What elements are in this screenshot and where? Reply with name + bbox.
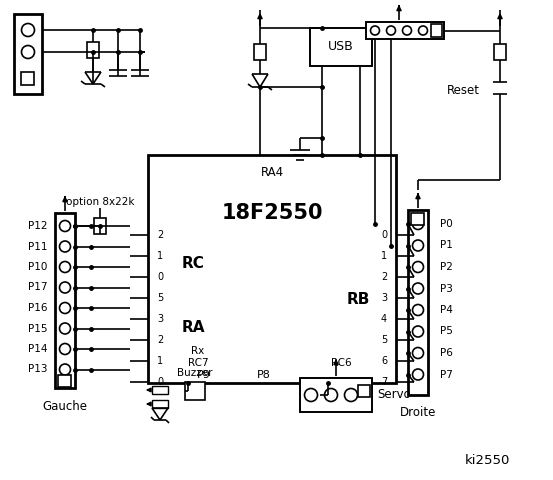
Bar <box>58 375 71 387</box>
Circle shape <box>22 24 34 36</box>
Text: 2: 2 <box>157 230 163 240</box>
Bar <box>87 42 99 58</box>
Circle shape <box>22 46 34 59</box>
Text: 2: 2 <box>381 272 387 282</box>
Circle shape <box>345 388 357 401</box>
Bar <box>254 44 266 60</box>
Text: 7: 7 <box>381 377 387 387</box>
Text: Reset: Reset <box>446 84 479 96</box>
Text: ki2550: ki2550 <box>465 454 510 467</box>
Circle shape <box>60 364 70 375</box>
Text: P14: P14 <box>28 344 48 354</box>
Bar <box>152 400 168 408</box>
Circle shape <box>60 241 70 252</box>
Circle shape <box>419 26 427 35</box>
Circle shape <box>413 262 424 273</box>
Text: P11: P11 <box>28 241 48 252</box>
Text: 0: 0 <box>381 230 387 240</box>
Bar <box>366 22 444 39</box>
Text: Rx: Rx <box>191 346 205 356</box>
Bar <box>152 386 168 394</box>
Text: 3: 3 <box>381 293 387 303</box>
Text: 6: 6 <box>381 356 387 366</box>
Circle shape <box>413 240 424 251</box>
Bar <box>21 72 34 85</box>
Text: P17: P17 <box>28 283 48 292</box>
Text: RB: RB <box>346 292 370 308</box>
Text: USB: USB <box>328 40 354 53</box>
Text: RC: RC <box>181 255 205 271</box>
Text: P3: P3 <box>440 284 452 293</box>
Text: P1: P1 <box>440 240 452 251</box>
Text: 1: 1 <box>381 251 387 261</box>
Bar <box>185 382 205 400</box>
Text: RA: RA <box>181 320 205 335</box>
Text: RA4: RA4 <box>260 167 284 180</box>
Circle shape <box>60 262 70 273</box>
Text: P16: P16 <box>28 303 48 313</box>
Text: P4: P4 <box>440 305 452 315</box>
Text: 0: 0 <box>157 272 163 282</box>
Bar <box>494 44 506 60</box>
Text: 1: 1 <box>157 356 163 366</box>
Circle shape <box>413 326 424 337</box>
Text: RC7: RC7 <box>187 358 208 368</box>
Circle shape <box>413 348 424 359</box>
Text: 3: 3 <box>157 314 163 324</box>
Text: P0: P0 <box>440 219 452 229</box>
Bar <box>431 24 442 37</box>
Bar <box>300 378 372 412</box>
Text: 4: 4 <box>381 314 387 324</box>
Bar <box>408 210 428 395</box>
Text: 18F2550: 18F2550 <box>221 203 323 223</box>
Text: 5: 5 <box>157 293 163 303</box>
Text: Gauche: Gauche <box>43 399 87 412</box>
Circle shape <box>413 304 424 315</box>
Circle shape <box>403 26 411 35</box>
Circle shape <box>413 369 424 380</box>
Bar <box>358 385 370 397</box>
Circle shape <box>60 323 70 334</box>
Circle shape <box>325 388 337 401</box>
Text: Servo: Servo <box>377 388 411 401</box>
Circle shape <box>60 302 70 313</box>
Text: RC6: RC6 <box>331 358 351 368</box>
Bar <box>14 14 42 94</box>
Bar <box>55 213 75 388</box>
Circle shape <box>60 344 70 355</box>
Text: P9: P9 <box>197 370 211 380</box>
Text: P13: P13 <box>28 364 48 374</box>
Text: option 8x22k: option 8x22k <box>66 197 134 207</box>
Text: 1: 1 <box>157 251 163 261</box>
Circle shape <box>371 26 379 35</box>
Bar <box>411 213 424 225</box>
Text: P5: P5 <box>440 326 452 336</box>
Text: P6: P6 <box>440 348 452 358</box>
Text: P12: P12 <box>28 221 48 231</box>
Circle shape <box>60 220 70 231</box>
Bar <box>94 218 106 234</box>
Text: P10: P10 <box>28 262 48 272</box>
Text: 0: 0 <box>157 377 163 387</box>
Bar <box>310 28 372 66</box>
Bar <box>148 155 396 383</box>
Text: 5: 5 <box>381 335 387 345</box>
Text: P15: P15 <box>28 324 48 334</box>
Text: P2: P2 <box>440 262 452 272</box>
Circle shape <box>413 218 424 229</box>
Text: Droite: Droite <box>400 407 436 420</box>
Text: P7: P7 <box>440 370 452 380</box>
Text: Buzzer: Buzzer <box>178 368 213 378</box>
Text: P8: P8 <box>257 370 271 380</box>
Circle shape <box>387 26 395 35</box>
Circle shape <box>60 282 70 293</box>
Text: 2: 2 <box>157 335 163 345</box>
Circle shape <box>413 283 424 294</box>
Circle shape <box>305 388 317 401</box>
